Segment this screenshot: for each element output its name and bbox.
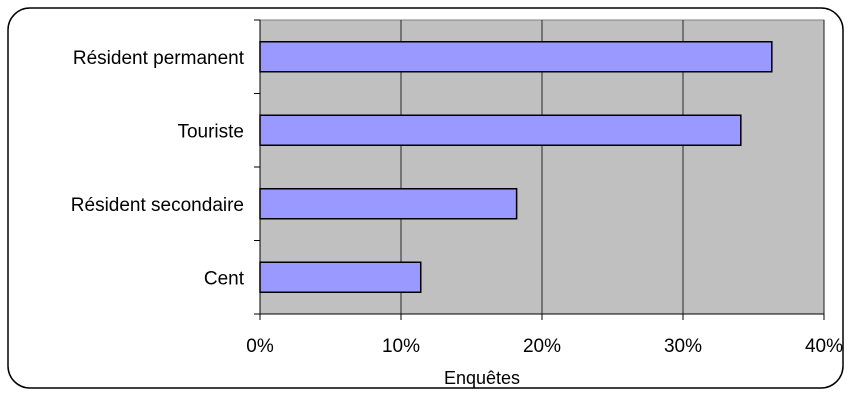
labels: 0% 10% 20% 30% 40% Résident permanent Touriste…	[71, 48, 843, 357]
category-label-3: Cent	[204, 268, 245, 289]
x-axis-title: Enquêtes	[444, 368, 520, 388]
bar-2	[259, 188, 518, 220]
x-tick-label-1: 10%	[382, 336, 420, 357]
x-tick-label-4: 40%	[805, 336, 843, 357]
x-tick-label-3: 30%	[664, 336, 702, 357]
bar-0	[259, 41, 773, 73]
category-label-2: Résident secondaire	[71, 195, 244, 216]
x-tick-label-2: 20%	[523, 336, 561, 357]
bar-3	[259, 261, 422, 293]
bar-1	[259, 114, 742, 146]
x-tick-label-0: 0%	[246, 336, 274, 357]
category-label-1: Touriste	[177, 121, 244, 142]
category-label-0: Résident permanent	[73, 48, 245, 69]
bars	[259, 41, 773, 293]
